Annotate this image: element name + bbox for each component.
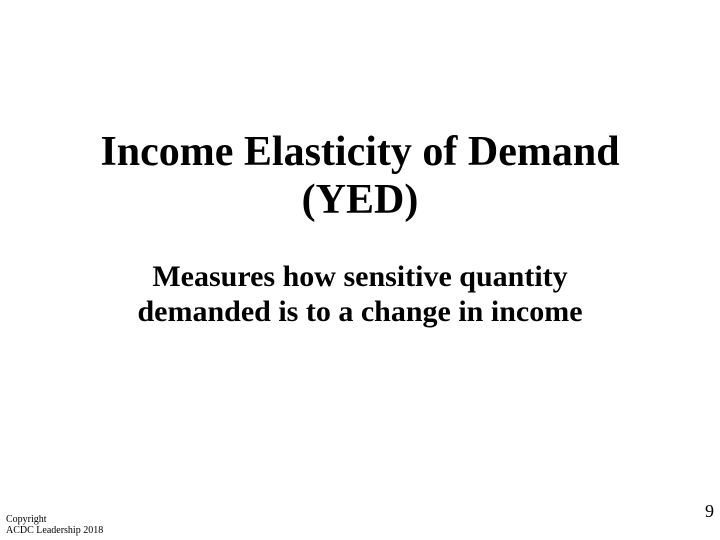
title-line-1: Income Elasticity of Demand [100,129,619,175]
slide-container: Income Elasticity of Demand (YED) Measur… [0,0,720,540]
slide-title: Income Elasticity of Demand (YED) [0,128,720,225]
copyright-line-2: ACDC Leadership 2018 [6,525,103,536]
copyright-line-1: Copyright [6,514,47,525]
page-number: 9 [705,501,714,522]
title-line-2: (YED) [302,177,419,223]
subtitle-line-1: Measures how sensitive quantity [152,260,567,293]
subtitle-line-2: demanded is to a change in income [137,295,582,328]
copyright-text: Copyright ACDC Leadership 2018 [6,514,103,536]
slide-subtitle: Measures how sensitive quantity demanded… [0,260,720,329]
